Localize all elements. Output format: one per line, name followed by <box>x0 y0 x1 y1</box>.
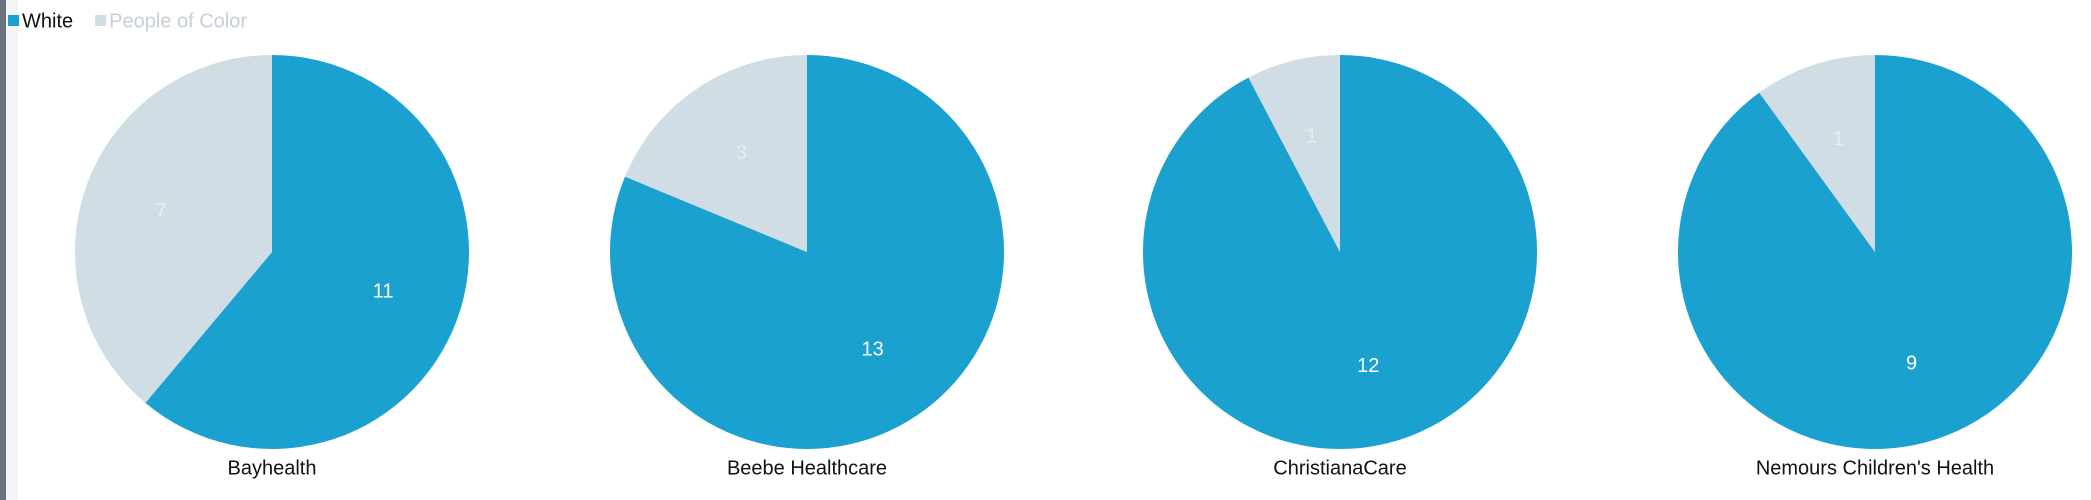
pie-title: Bayhealth <box>228 457 317 479</box>
value-label: 11 <box>373 281 394 303</box>
value-label: 13 <box>862 339 884 361</box>
pie-title: Nemours Children's Health <box>1756 457 1994 479</box>
value-label: 1 <box>1833 128 1844 150</box>
legend-swatch <box>8 15 19 26</box>
pie-slice[interactable] <box>1677 55 2072 449</box>
pie-slice[interactable] <box>624 54 807 252</box>
pie-slice[interactable] <box>1759 55 1875 252</box>
pie-title: Beebe Healthcare <box>727 457 887 479</box>
pie-slice[interactable] <box>74 55 272 403</box>
legend-label[interactable]: White <box>22 10 73 32</box>
value-label: 7 <box>155 200 166 222</box>
value-label: 1 <box>1306 126 1317 148</box>
pie-slice[interactable] <box>145 55 469 450</box>
left-edge <box>0 0 6 500</box>
value-label: 9 <box>1906 353 1917 375</box>
pie-title: ChristianaCare <box>1273 457 1406 479</box>
legend-swatch <box>95 15 107 26</box>
value-label: 12 <box>1357 355 1379 377</box>
left-gutter <box>6 0 18 500</box>
value-label: 3 <box>736 142 747 164</box>
pie-slice[interactable] <box>1248 55 1340 252</box>
legend-label[interactable]: People of Color <box>109 10 247 32</box>
